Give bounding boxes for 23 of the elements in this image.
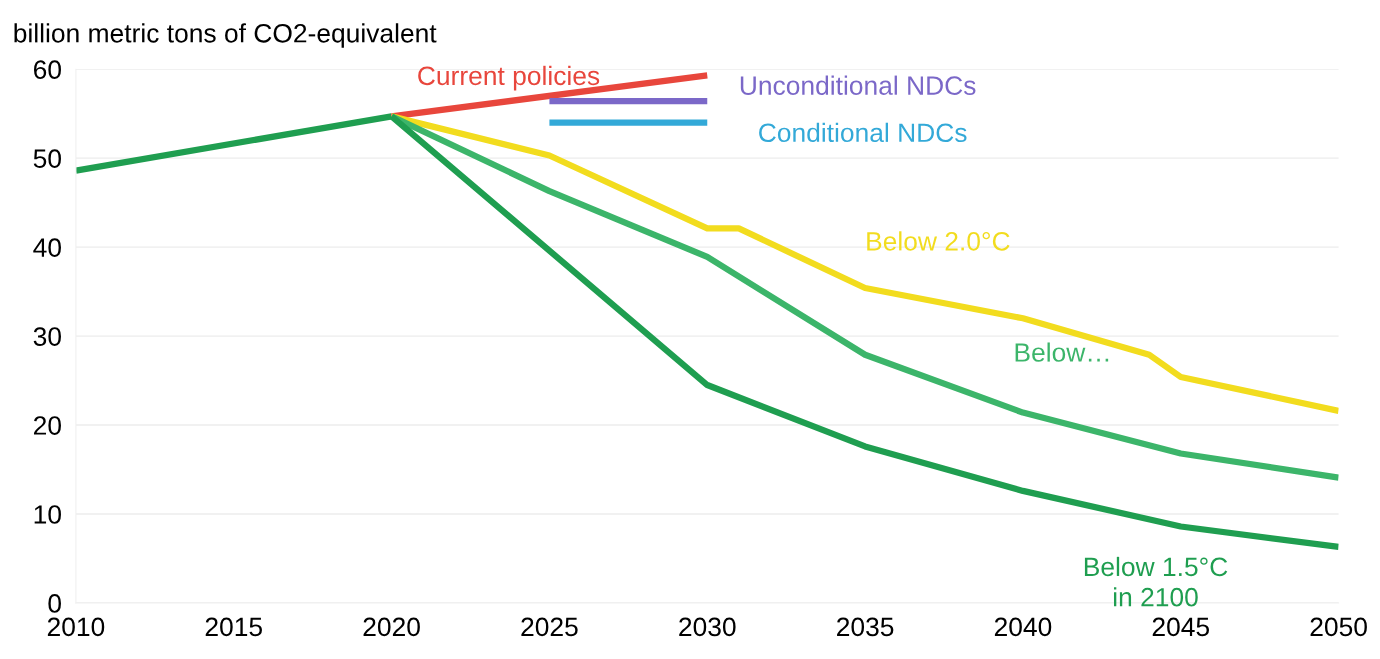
x-tick-label: 2040 <box>994 617 1052 637</box>
series-label: Conditional NDCs <box>759 122 967 143</box>
y-tick-label: 10 <box>34 505 61 524</box>
y-tick-label: 30 <box>33 327 61 346</box>
y-tick-label: 40 <box>33 238 61 257</box>
y-tick-label: 0 <box>48 594 61 613</box>
x-tick-label: 2050 <box>1310 617 1367 637</box>
series-label: Below 1.5°C in 2100 <box>1084 556 1228 607</box>
series-label: Current policies <box>418 65 600 91</box>
x-tick-label: 2010 <box>47 617 105 637</box>
y-tick-label: 60 <box>34 60 61 80</box>
x-tick-label: 2015 <box>205 617 262 637</box>
series-label: Below… <box>1015 342 1109 362</box>
series-label: Below 2.0°C <box>867 231 1010 251</box>
y-axis-title: billion metric tons of CO2-equivalent <box>14 23 437 48</box>
series-label: Unconditional NDCs <box>740 75 976 95</box>
x-tick-label: 2025 <box>521 617 578 637</box>
y-tick-label: 50 <box>33 149 61 168</box>
x-tick-label: 2035 <box>837 617 894 637</box>
x-tick-label: 2030 <box>679 617 736 637</box>
x-tick-label: 2020 <box>363 617 420 637</box>
y-tick-label: 20 <box>33 416 61 435</box>
x-tick-label: 2045 <box>1152 617 1210 637</box>
